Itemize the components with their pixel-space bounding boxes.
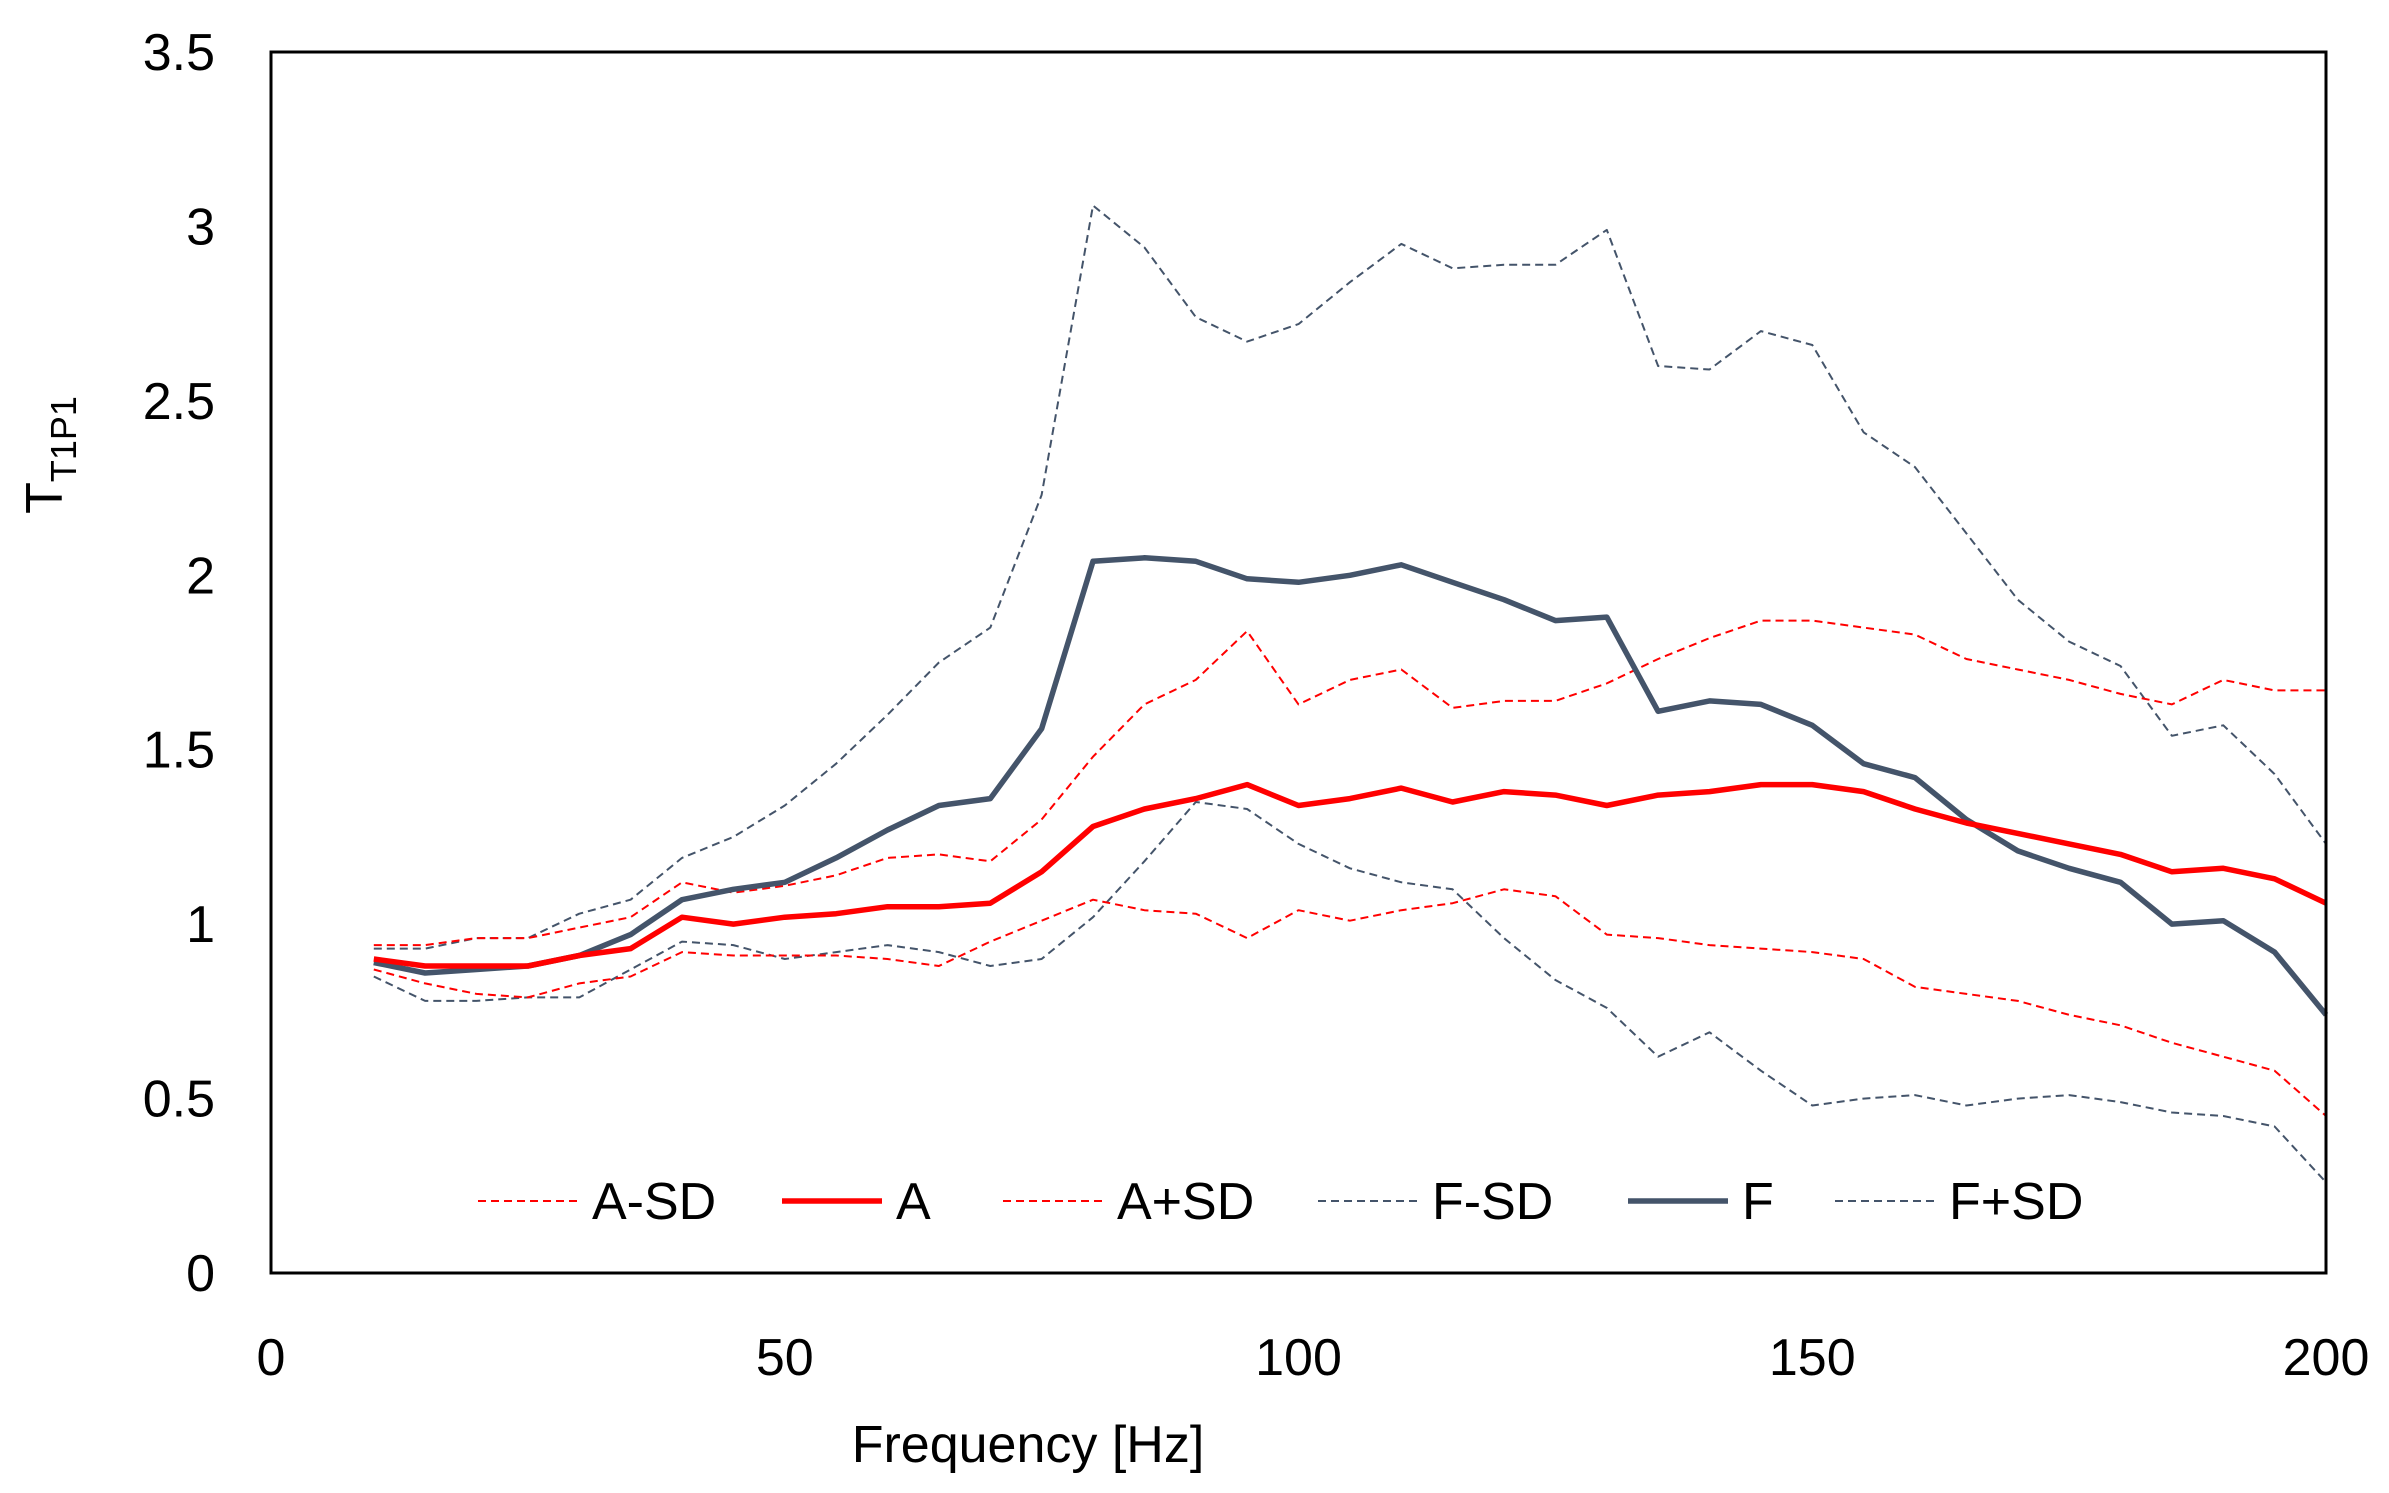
legend-label-a: A [896,1173,931,1231]
x-tick-label: 100 [1255,1329,1342,1387]
y-tick-label: 0.5 [143,1071,215,1129]
legend-label-a-sd: A+SD [1117,1173,1254,1231]
x-tick-label: 200 [2283,1329,2370,1387]
legend-label-f-sd: F+SD [1949,1173,2083,1231]
y-tick-label: 0 [186,1245,215,1303]
legend: A-SD A A+SD F-SD F F+SD [478,1173,2083,1231]
plot-frame [269,50,2328,1275]
y-axis-label-main: T [16,482,74,514]
y-tick-label: 2.5 [143,373,215,431]
y-tick-label: 1 [186,896,215,954]
x-tick-label: 50 [756,1329,814,1387]
y-tick-label: 3 [186,198,215,256]
series-line-a-sd [373,888,2327,1117]
y-axis-label-subscript: T1P1 [43,396,84,482]
y-axis-ticks: 0 0.5 1 1.5 2 2.5 3 3.5 [143,24,215,1303]
x-axis-label: Frequency [Hz] [852,1416,1205,1474]
x-tick-label: 0 [257,1329,286,1387]
legend-label-f: F [1742,1173,1774,1231]
y-tick-label: 2 [186,547,215,605]
x-axis-ticks: 0 50 100 150 200 [257,1329,2370,1387]
series-line-f-sd [373,204,2327,950]
legend-label-f-sd: F-SD [1432,1173,1553,1231]
series-line-f [373,555,2329,1017]
y-tick-label: 1.5 [143,722,215,780]
legend-label-a-sd: A-SD [592,1173,716,1231]
x-tick-label: 150 [1769,1329,1856,1387]
series-line-f-sd [373,801,2327,1183]
series-line-a [373,781,2328,969]
y-tick-label: 3.5 [143,24,215,82]
plot-lines [373,204,2329,1183]
y-axis-label: TT1P1 [16,396,84,514]
series-line-a-sd [373,619,2326,947]
